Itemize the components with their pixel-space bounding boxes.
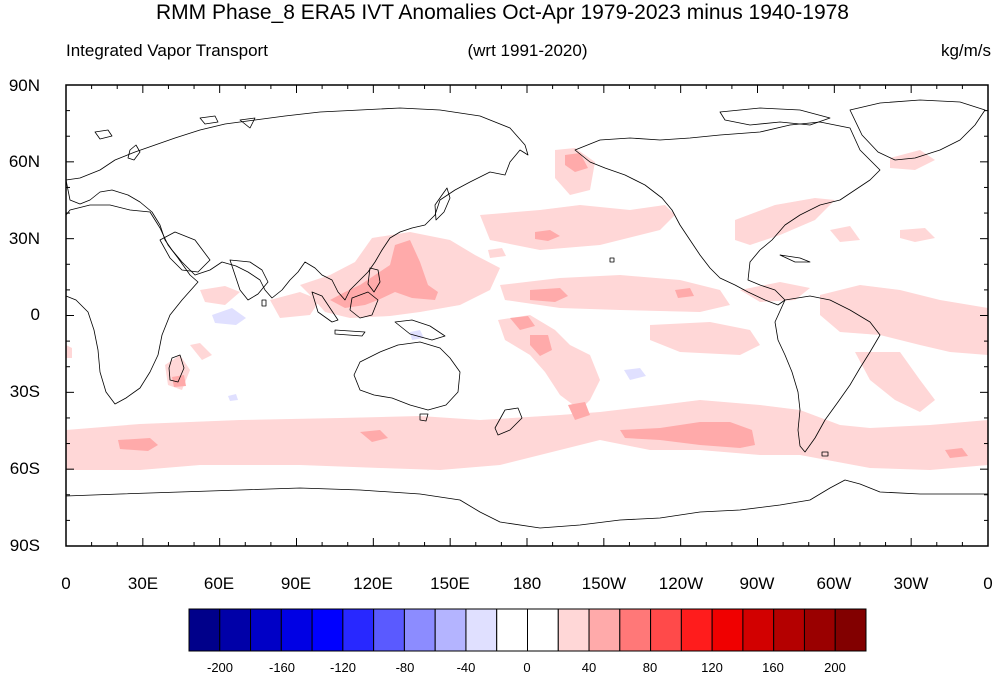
colorbar-box <box>773 608 805 652</box>
colorbar-label-m200: -200 <box>206 660 234 675</box>
colorbar-label-120: 120 <box>701 660 723 675</box>
colorbar-box <box>342 608 375 652</box>
lon-label-0: 0 <box>61 574 71 593</box>
lon-label-60w: 60W <box>816 574 852 593</box>
colorbar-box <box>188 608 221 652</box>
lat-label-30n: 30N <box>8 229 40 248</box>
lon-label-120e: 120E <box>353 574 393 593</box>
colorbar-box <box>496 608 528 652</box>
colorbar-box <box>434 608 467 652</box>
lat-label-60s: 60S <box>9 459 40 478</box>
colorbar-box <box>588 608 621 652</box>
colorbar-box <box>527 608 559 652</box>
lon-label-0-end: 0 <box>983 574 993 593</box>
anomaly-shading-light <box>66 148 988 470</box>
units-label: kg/m/s <box>940 41 991 60</box>
lat-label-90s: 90S <box>9 536 40 555</box>
colorbar-box <box>373 608 405 652</box>
colorbar-box <box>557 608 590 652</box>
colorbar-box <box>403 608 436 652</box>
colorbar-label-m40: -40 <box>456 660 476 675</box>
lon-label-150e: 150E <box>430 574 470 593</box>
anomaly-shading <box>66 148 988 470</box>
anomaly-shading-negative <box>212 308 646 401</box>
colorbar-label-m160: -160 <box>268 660 296 675</box>
lat-label-30s: 30S <box>9 382 40 401</box>
colorbar-box <box>465 608 498 652</box>
colorbar-label-160: 160 <box>762 660 784 675</box>
coastlines <box>65 99 988 529</box>
axis-ticks <box>65 84 989 547</box>
colorbar-label-m80: -80 <box>395 660 415 675</box>
lat-label-90n: 90N <box>8 76 40 95</box>
lon-label-90w: 90W <box>739 574 775 593</box>
colorbar-box <box>742 608 775 652</box>
colorbar-box <box>711 608 744 652</box>
colorbar-box <box>834 608 867 652</box>
colorbar-box <box>680 608 713 652</box>
colorbar-box <box>619 608 652 652</box>
lon-label-60e: 60E <box>203 574 235 593</box>
colorbar-box <box>219 608 252 652</box>
lon-label-180: 180 <box>512 574 542 593</box>
colorbar-label-0: 0 <box>523 660 531 675</box>
variable-label: Integrated Vapor Transport <box>66 41 268 60</box>
map-title: RMM Phase_8 ERA5 IVT Anomalies Oct-Apr 1… <box>156 1 849 24</box>
lon-label-120w: 120W <box>658 574 704 593</box>
colorbar-label-m120: -120 <box>329 660 357 675</box>
colorbar-box <box>803 608 836 652</box>
colorbar <box>188 608 867 652</box>
colorbar-box <box>311 608 344 652</box>
lon-label-90e: 90E <box>280 574 312 593</box>
colorbar-label-200: 200 <box>824 660 846 675</box>
lat-label-60n: 60N <box>8 152 40 171</box>
colorbar-box <box>280 608 313 652</box>
colorbar-label-80: 80 <box>642 660 658 675</box>
colorbar-label-40: 40 <box>581 660 597 675</box>
reference-period-label: (wrt 1991-2020) <box>467 41 588 60</box>
lon-label-30e: 30E <box>127 574 159 593</box>
lon-label-150w: 150W <box>581 574 627 593</box>
colorbar-box <box>250 608 282 652</box>
lon-label-30w: 30W <box>893 574 929 593</box>
lat-label-eq: 0 <box>30 305 40 324</box>
colorbar-box <box>650 608 682 652</box>
anomaly-shading-medium <box>118 153 968 458</box>
